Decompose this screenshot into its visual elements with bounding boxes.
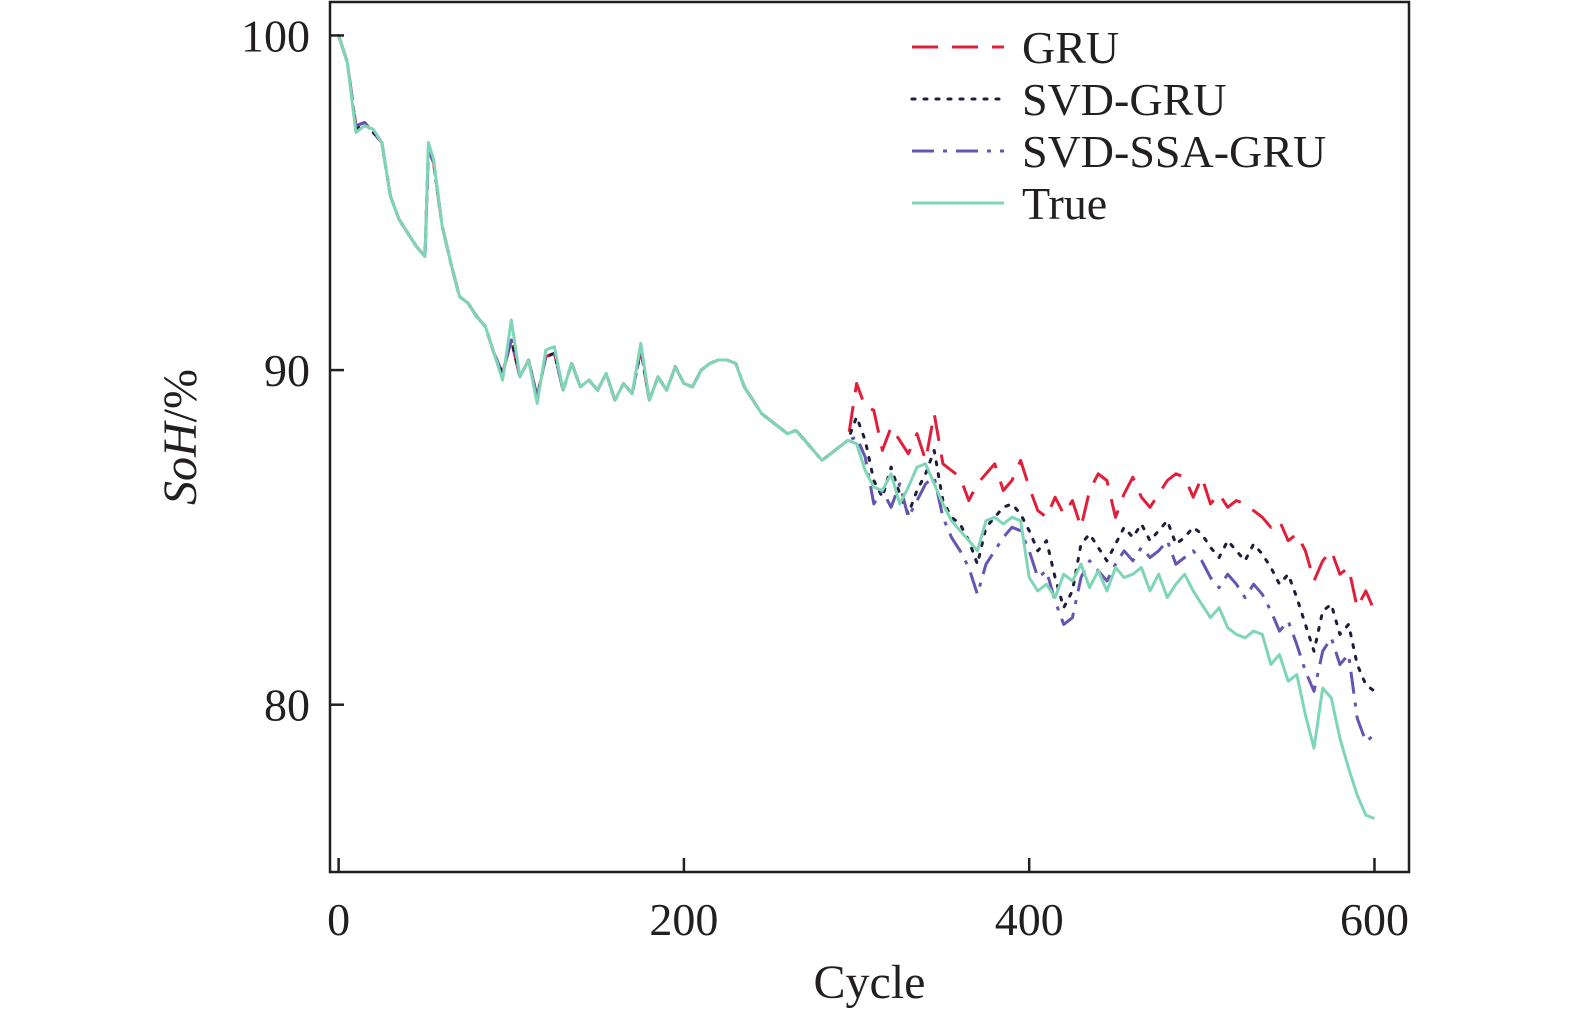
series-line-true xyxy=(337,35,1376,820)
series-layer xyxy=(337,34,1376,820)
legend-label: SVD-SSA-GRU xyxy=(1022,126,1326,177)
legend-label: GRU xyxy=(1022,22,1119,73)
x-tick-label: 600 xyxy=(1340,894,1409,945)
y-tick-label: 80 xyxy=(264,680,310,731)
y-tick-label: 100 xyxy=(241,10,310,61)
x-tick-label: 200 xyxy=(649,894,718,945)
legend-label: SVD-GRU xyxy=(1022,74,1226,125)
y-axis-title-unit: /% xyxy=(154,369,207,422)
y-axis-title-main: SoH xyxy=(154,420,207,505)
y-tick-label: 90 xyxy=(264,345,310,396)
y-axis-title: SoH/% xyxy=(154,369,207,505)
plot-frame xyxy=(328,0,1411,874)
legend-label: True xyxy=(1022,178,1107,229)
x-axis-title: Cycle xyxy=(814,956,926,1009)
x-tick-label: 400 xyxy=(995,894,1064,945)
tick-layer: 0 200 400 600 80 90 100 xyxy=(241,10,1409,945)
x-tick-label: 0 xyxy=(327,894,350,945)
